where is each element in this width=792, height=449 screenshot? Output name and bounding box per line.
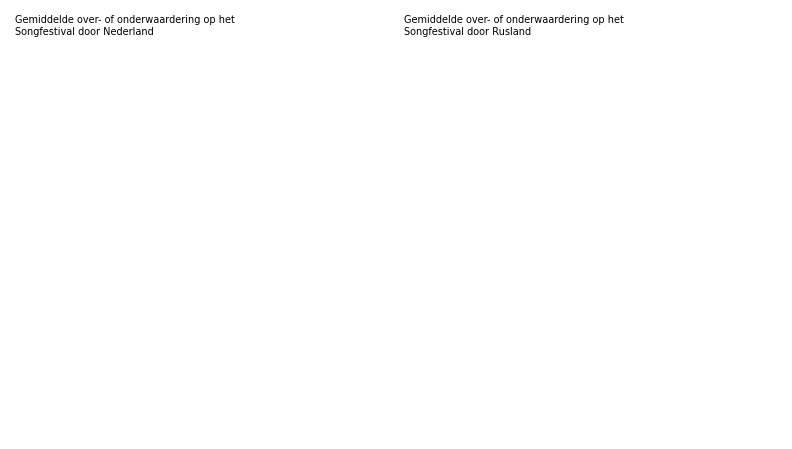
Text: Gemiddelde over- of onderwaardering op het
Songfestival door Nederland: Gemiddelde over- of onderwaardering op h… [15, 15, 235, 37]
Text: Gemiddelde over- of onderwaardering op het
Songfestival door Rusland: Gemiddelde over- of onderwaardering op h… [403, 15, 623, 37]
